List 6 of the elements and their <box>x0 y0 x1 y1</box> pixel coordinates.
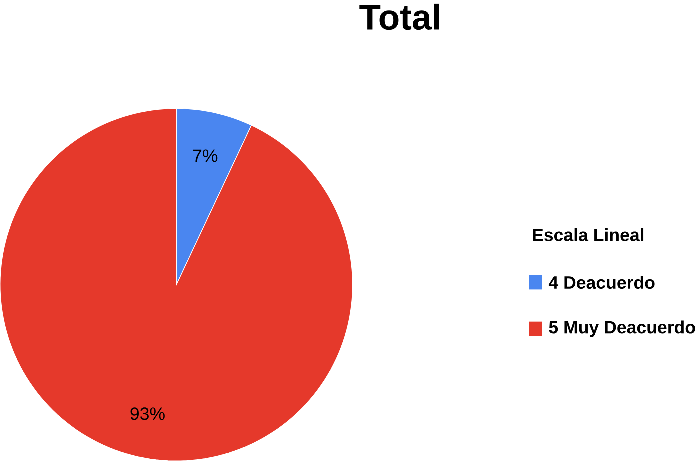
data-label: 93% <box>130 408 165 420</box>
chart-title: Total <box>360 4 440 30</box>
legend-label: 4 Deacuerdo <box>548 276 655 290</box>
data-label: 7% <box>193 150 218 162</box>
legend-title: Escala Lineal <box>533 228 644 242</box>
legend-label: 5 Muy Deacuerdo <box>549 320 696 338</box>
